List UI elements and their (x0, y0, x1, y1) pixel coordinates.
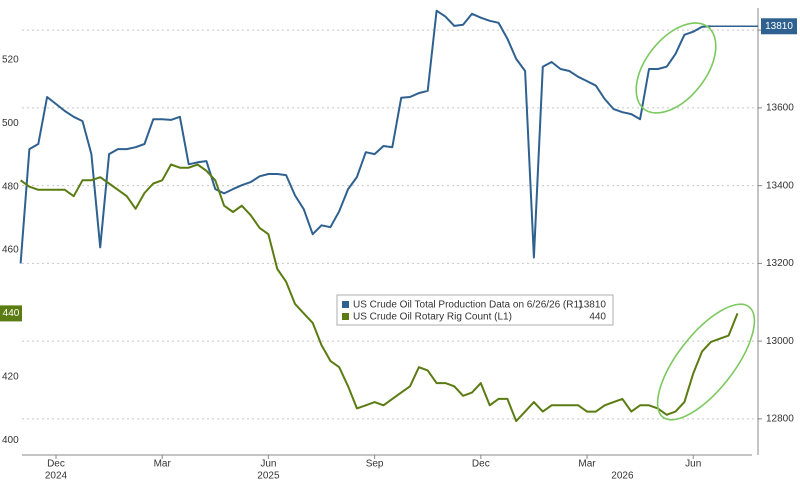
last-value-box (0, 305, 22, 322)
x-tick-label: Jun (685, 459, 701, 470)
y-tick-label: 420 (2, 371, 19, 382)
x-tick-label: Jun (260, 459, 276, 470)
y2-tick-label: 13200 (766, 258, 794, 269)
legend-value: 440 (589, 312, 606, 323)
y-tick-label: 520 (2, 55, 19, 66)
last-value-label: 13810 (765, 21, 793, 32)
last-value-label: 440 (3, 308, 20, 319)
legend-label: US Crude Oil Total Production Data on 6/… (353, 300, 582, 311)
legend-swatch (342, 313, 349, 320)
legend-label: US Crude Oil Rotary Rig Count (L1) (353, 312, 512, 323)
last-value-box (761, 18, 797, 35)
y-tick-label: 460 (2, 245, 19, 256)
legend-swatch (342, 301, 349, 308)
series-line (20, 163, 739, 423)
highlight-ellipse (635, 22, 717, 114)
x-year-label: 2024 (45, 471, 68, 481)
y2-tick-label: 13400 (766, 180, 794, 191)
legend-box (336, 294, 614, 326)
legend-value: 13810 (578, 300, 606, 311)
y2-tick-label: 13600 (766, 103, 794, 114)
x-tick-label: Dec (472, 459, 490, 470)
legend: US Crude Oil Total Production Data on 6/… (336, 294, 614, 326)
x-tick-label: Mar (578, 459, 596, 470)
x-tick-label: Mar (154, 459, 172, 470)
x-year-label: 2026 (611, 471, 634, 481)
y-tick-label: 500 (2, 118, 19, 129)
highlight-ellipse (656, 303, 756, 421)
y-tick-label: 480 (2, 181, 19, 192)
y2-tick-label: 12800 (766, 413, 794, 424)
y-tick-label: 400 (2, 435, 19, 446)
x-tick-label: Sep (366, 459, 384, 470)
y2-tick-label: 13000 (766, 336, 794, 347)
series-line (19, 9, 711, 264)
lines (19, 9, 739, 423)
x-tick-label: Dec (47, 459, 65, 470)
x-year-label: 2025 (257, 471, 280, 481)
